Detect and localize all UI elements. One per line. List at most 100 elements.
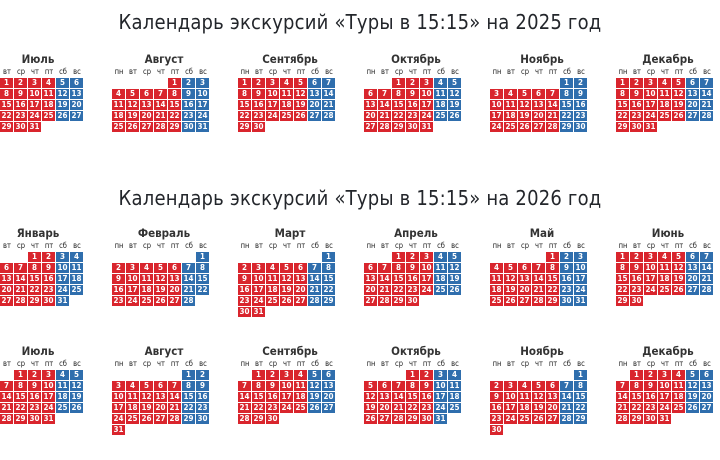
weekday-label: вс [577,67,585,76]
day-cell: 12 [70,381,83,391]
day-cell: 21 [378,111,391,121]
day-cell: 24 [42,403,55,413]
day-cell: 24 [280,403,293,413]
day-cell: 2 [252,78,265,88]
day-cell: 27 [532,122,545,132]
day-cell: 3 [434,370,447,380]
day-cell: 7 [308,263,321,273]
day-cell: 12 [448,263,461,273]
day-cell: 29 [14,414,27,424]
day-cell: 16 [196,392,209,402]
day-cell: 13 [168,274,181,284]
day-cell: 25 [672,403,685,413]
day-cell: 18 [140,285,153,295]
day-cell: 9 [630,263,643,273]
day-cell: 5 [56,78,69,88]
day-cell: 11 [112,100,125,110]
day-cell: 5 [294,78,307,88]
weekday-label: пт [548,241,558,250]
day-cell: 25 [504,122,517,132]
day-cell: 27 [378,414,391,424]
day-cell: 28 [378,122,391,132]
weekday-label: пт [674,241,684,250]
day-cell: 21 [308,285,321,295]
day-cell: 22 [560,111,573,121]
day-cell: 14 [700,263,713,273]
day-cell: 6 [0,263,13,273]
day-cell: 24 [420,111,433,121]
day-cell: 28 [0,414,13,424]
day-cell: 16 [420,392,433,402]
day-cell: 25 [42,111,55,121]
weekday-label: чт [661,67,669,76]
day-cell: 7 [0,381,13,391]
weekday-label: чт [283,67,291,76]
day-cell: 31 [112,425,125,435]
day-cell: 2 [28,370,41,380]
weekday-label: пт [296,241,306,250]
day-cell: 20 [686,274,699,284]
day-cell: 1 [546,252,559,262]
day-cell: 28 [378,296,391,306]
day-cell: 8 [546,263,559,273]
day-cell: 21 [154,111,167,121]
day-cell: 21 [560,403,573,413]
day-cell: 21 [378,285,391,295]
weekday-label: ср [395,67,403,76]
month-name: Октябрь [391,52,441,66]
weekday-label: пн [618,241,628,250]
day-cell: 16 [630,100,643,110]
weekday-label: пт [422,67,432,76]
day-cell: 14 [238,392,251,402]
weekday-label: пт [674,67,684,76]
day-cell: 11 [280,89,293,99]
day-cell: 30 [630,122,643,132]
day-cell: 28 [616,414,629,424]
day-cell: 27 [364,122,377,132]
day-cell: 29 [406,414,419,424]
day-cell: 27 [308,111,321,121]
day-cell: 13 [322,381,335,391]
day-cell: 25 [434,111,447,121]
weekday-label: вс [325,359,333,368]
day-cell: 8 [392,89,405,99]
weekday-label: пн [114,67,124,76]
day-cell: 9 [196,381,209,391]
day-cell: 3 [658,370,671,380]
weekday-label: вс [325,67,333,76]
day-cell: 9 [252,89,265,99]
day-cell: 22 [252,403,265,413]
day-cell: 1 [392,78,405,88]
day-cell: 3 [280,370,293,380]
day-cell: 21 [546,111,559,121]
day-cell: 4 [658,78,671,88]
day-cell: 29 [392,122,405,132]
day-cell: 5 [518,89,531,99]
day-cell: 17 [280,392,293,402]
day-cell: 17 [420,100,433,110]
day-cell: 1 [574,370,587,380]
weekday-label: пн [492,359,502,368]
day-cell: 22 [182,403,195,413]
weekday-label: чт [157,67,165,76]
day-cell: 5 [280,263,293,273]
month-name: Май [529,226,555,240]
weekday-label: сб [437,67,445,76]
day-cell: 27 [154,414,167,424]
weekday-label: пт [170,359,180,368]
weekday-label: чт [409,359,417,368]
day-cell: 19 [518,111,531,121]
weekday-label: сб [311,359,319,368]
day-cell: 26 [140,414,153,424]
day-cell: 9 [42,263,55,273]
month-name: Июль [21,52,55,66]
month-name: Апрель [394,226,438,240]
day-cell: 17 [28,100,41,110]
day-cell: 12 [308,381,321,391]
day-cell: 26 [56,111,69,121]
day-cell: 2 [644,370,657,380]
day-cell: 20 [364,285,377,295]
day-cell: 29 [392,296,405,306]
weekday-label: чт [157,241,165,250]
day-cell: 10 [658,381,671,391]
